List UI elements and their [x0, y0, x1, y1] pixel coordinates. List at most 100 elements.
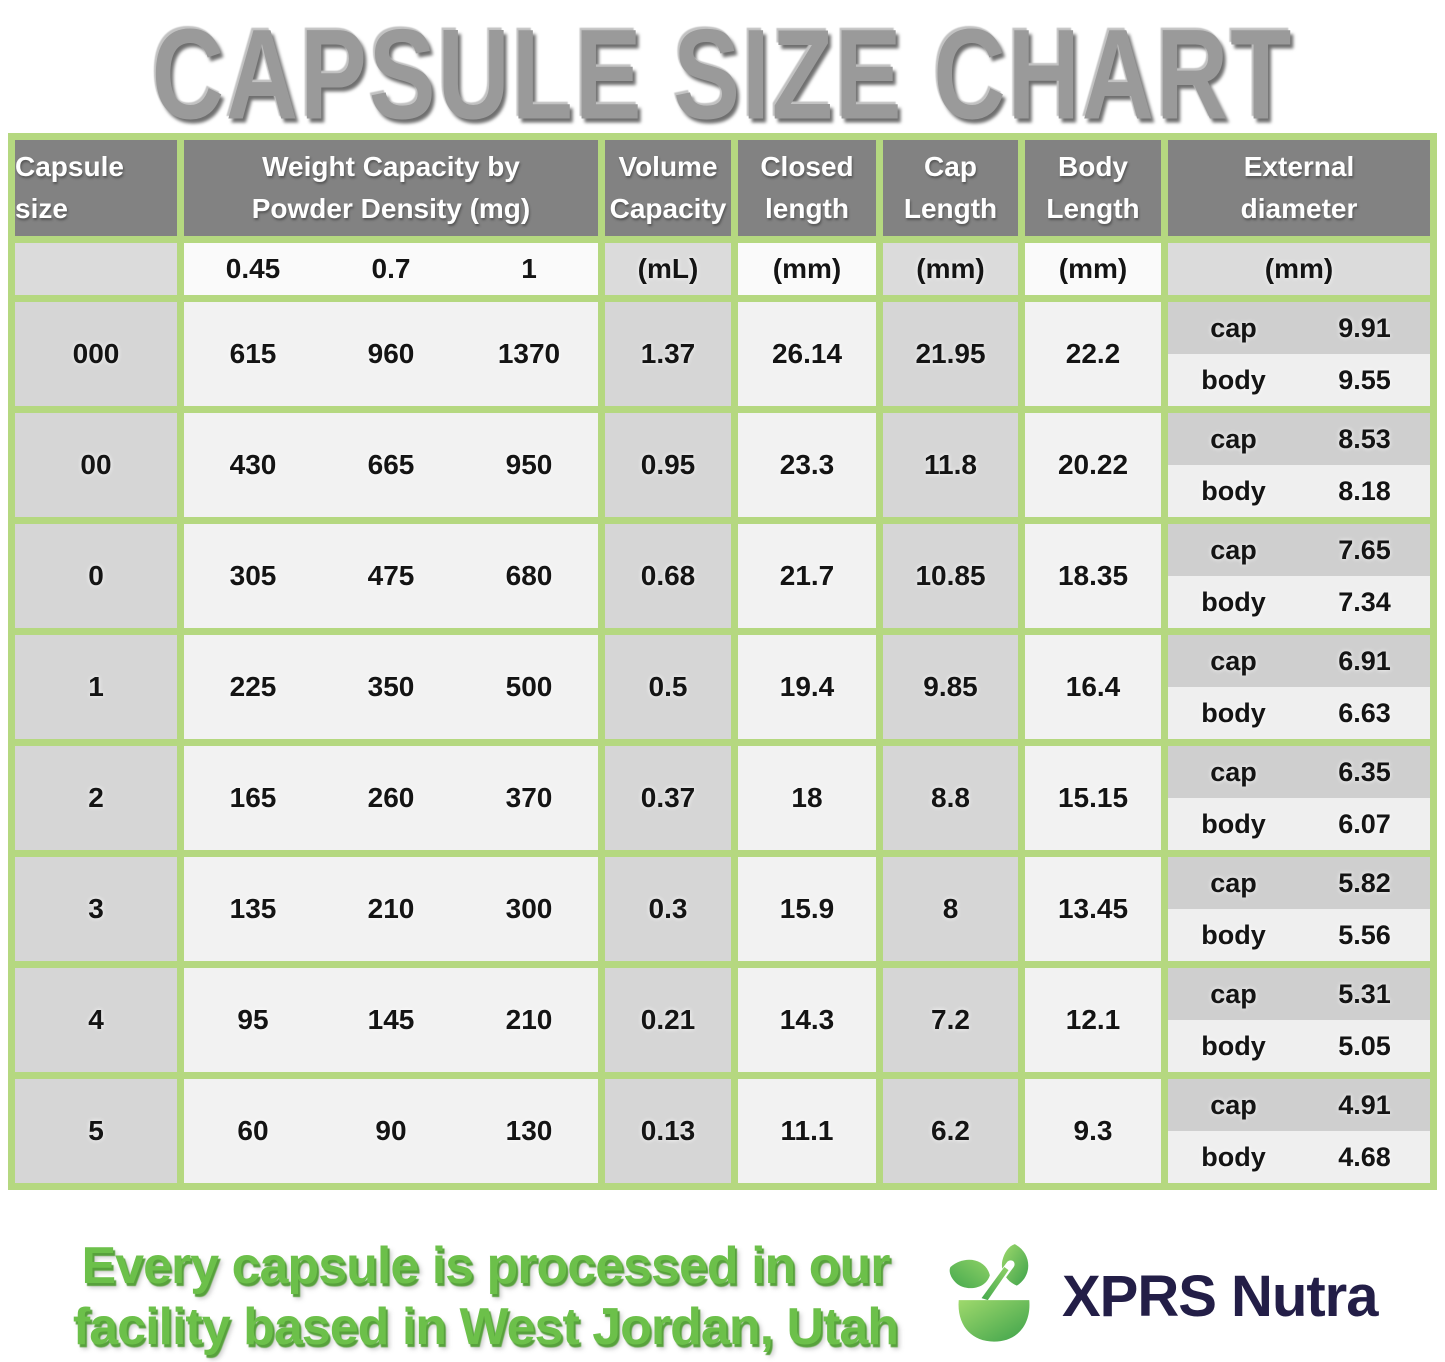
external-body-label: body: [1201, 808, 1266, 839]
external-cap-band: cap 4.91: [1168, 1079, 1430, 1131]
header-weight-line2: Powder Density (mg): [251, 193, 531, 224]
weight-density-1-value: 370: [505, 782, 553, 813]
header-closed-line2: length: [765, 193, 849, 224]
cap-length-cell: 9.85: [883, 635, 1018, 739]
external-body-band: body 4.68: [1168, 1131, 1430, 1183]
weight-capacity-cell: 615 960 1370: [184, 302, 598, 406]
external-body-value: 8.18: [1338, 475, 1391, 506]
external-cap-band: cap 5.82: [1168, 857, 1430, 909]
external-diameter-cell: cap 5.31 body 5.05: [1168, 968, 1430, 1072]
capsule-size-cell: 0: [15, 524, 177, 628]
external-cap-label: cap: [1210, 978, 1257, 1009]
header-external-line2: diameter: [1240, 193, 1358, 224]
closed-length-cell: 19.4: [738, 635, 876, 739]
external-cap-value: 5.82: [1338, 867, 1391, 898]
body-length-cell: 18.35: [1025, 524, 1161, 628]
body-length-cell: 15.15: [1025, 746, 1161, 850]
header-volume-capacity: Volume Capacity: [605, 140, 731, 236]
external-body-band: body 7.34: [1168, 576, 1430, 628]
volume-capacity-cell: 0.68: [605, 524, 731, 628]
capsule-size-cell: 2: [15, 746, 177, 850]
external-cap-label: cap: [1210, 423, 1257, 454]
weight-density-0.45-value: 430: [229, 449, 277, 480]
external-cap-label: cap: [1210, 534, 1257, 565]
closed-length-cell: 15.9: [738, 857, 876, 961]
external-diameter-cell: cap 9.91 body 9.55: [1168, 302, 1430, 406]
external-body-value: 5.56: [1338, 919, 1391, 950]
external-body-label: body: [1201, 475, 1266, 506]
header-closed-line1: Closed: [760, 151, 854, 182]
weight-density-1-value: 300: [505, 893, 553, 924]
weight-capacity-cell: 60 90 130: [184, 1079, 598, 1183]
units-capsule-size-empty: [15, 243, 177, 295]
cap-length-cell: 7.2: [883, 968, 1018, 1072]
external-cap-band: cap 8.53: [1168, 413, 1430, 465]
external-cap-label: cap: [1210, 312, 1257, 343]
external-cap-band: cap 7.65: [1168, 524, 1430, 576]
external-cap-label: cap: [1210, 645, 1257, 676]
external-cap-band: cap 9.91: [1168, 302, 1430, 354]
weight-density-0.7-value: 350: [367, 671, 415, 702]
capsule-size-cell: 1: [15, 635, 177, 739]
header-cap-line2: Length: [903, 193, 998, 224]
external-diameter-cell: cap 5.82 body 5.56: [1168, 857, 1430, 961]
external-body-band: body 6.63: [1168, 687, 1430, 739]
external-body-band: body 5.56: [1168, 909, 1430, 961]
capsule-size-cell: 000: [15, 302, 177, 406]
weight-capacity-cell: 95 145 210: [184, 968, 598, 1072]
weight-density-0.45-value: 615: [229, 338, 277, 369]
footer-tagline-line1: Every capsule is processed in our: [81, 1237, 890, 1295]
cap-length-cell: 8.8: [883, 746, 1018, 850]
header-body-line2: Length: [1046, 193, 1140, 224]
units-body-length: (mm): [1025, 243, 1161, 295]
external-body-label: body: [1201, 586, 1266, 617]
weight-capacity-cell: 135 210 300: [184, 857, 598, 961]
cap-length-cell: 11.8: [883, 413, 1018, 517]
external-cap-band: cap 5.31: [1168, 968, 1430, 1020]
weight-density-0.45-value: 60: [237, 1115, 269, 1146]
density-0.45-label: 0.45: [225, 253, 281, 284]
density-1-label: 1: [521, 253, 537, 284]
external-diameter-cell: cap 6.35 body 6.07: [1168, 746, 1430, 850]
body-length-cell: 12.1: [1025, 968, 1161, 1072]
closed-length-cell: 14.3: [738, 968, 876, 1072]
external-body-label: body: [1201, 697, 1266, 728]
body-length-cell: 20.22: [1025, 413, 1161, 517]
header-external-line1: External: [1243, 151, 1355, 182]
external-cap-value: 8.53: [1338, 423, 1391, 454]
brand-logo: XPRS Nutra: [942, 1240, 1379, 1352]
cap-length-cell: 10.85: [883, 524, 1018, 628]
external-diameter-cell: cap 7.65 body 7.34: [1168, 524, 1430, 628]
weight-density-0.45-value: 95: [237, 1004, 269, 1035]
capsule-size-cell: 3: [15, 857, 177, 961]
external-body-label: body: [1201, 1141, 1266, 1172]
header-weight-line1: Weight Capacity by: [262, 151, 520, 182]
volume-capacity-cell: 0.37: [605, 746, 731, 850]
weight-density-1-value: 130: [505, 1115, 553, 1146]
brand-name: XPRS Nutra: [1062, 1263, 1379, 1329]
volume-capacity-cell: 1.37: [605, 302, 731, 406]
weight-density-0.45-value: 135: [229, 893, 277, 924]
weight-density-0.7-value: 260: [367, 782, 415, 813]
cap-length-cell: 21.95: [883, 302, 1018, 406]
external-body-value: 9.55: [1338, 364, 1391, 395]
volume-capacity-cell: 0.5: [605, 635, 731, 739]
header-closed-length: Closed length: [738, 140, 876, 236]
footer-tagline: Every capsule is processed in our facili…: [28, 1236, 943, 1359]
external-cap-value: 5.31: [1338, 978, 1391, 1009]
external-body-band: body 5.05: [1168, 1020, 1430, 1072]
weight-density-1-value: 1370: [497, 338, 561, 369]
external-body-value: 4.68: [1338, 1141, 1391, 1172]
weight-capacity-cell: 430 665 950: [184, 413, 598, 517]
weight-density-1-value: 680: [505, 560, 553, 591]
weight-density-0.45-value: 225: [229, 671, 277, 702]
weight-capacity-cell: 165 260 370: [184, 746, 598, 850]
header-volume-line2: Capacity: [609, 193, 727, 224]
external-cap-band: cap 6.91: [1168, 635, 1430, 687]
external-cap-label: cap: [1210, 1089, 1257, 1120]
capsule-size-cell: 5: [15, 1079, 177, 1183]
external-body-value: 5.05: [1338, 1030, 1391, 1061]
header-cap-line1: Cap: [924, 151, 977, 182]
closed-length-cell: 18: [738, 746, 876, 850]
units-external-diameter: (mm): [1168, 243, 1430, 295]
